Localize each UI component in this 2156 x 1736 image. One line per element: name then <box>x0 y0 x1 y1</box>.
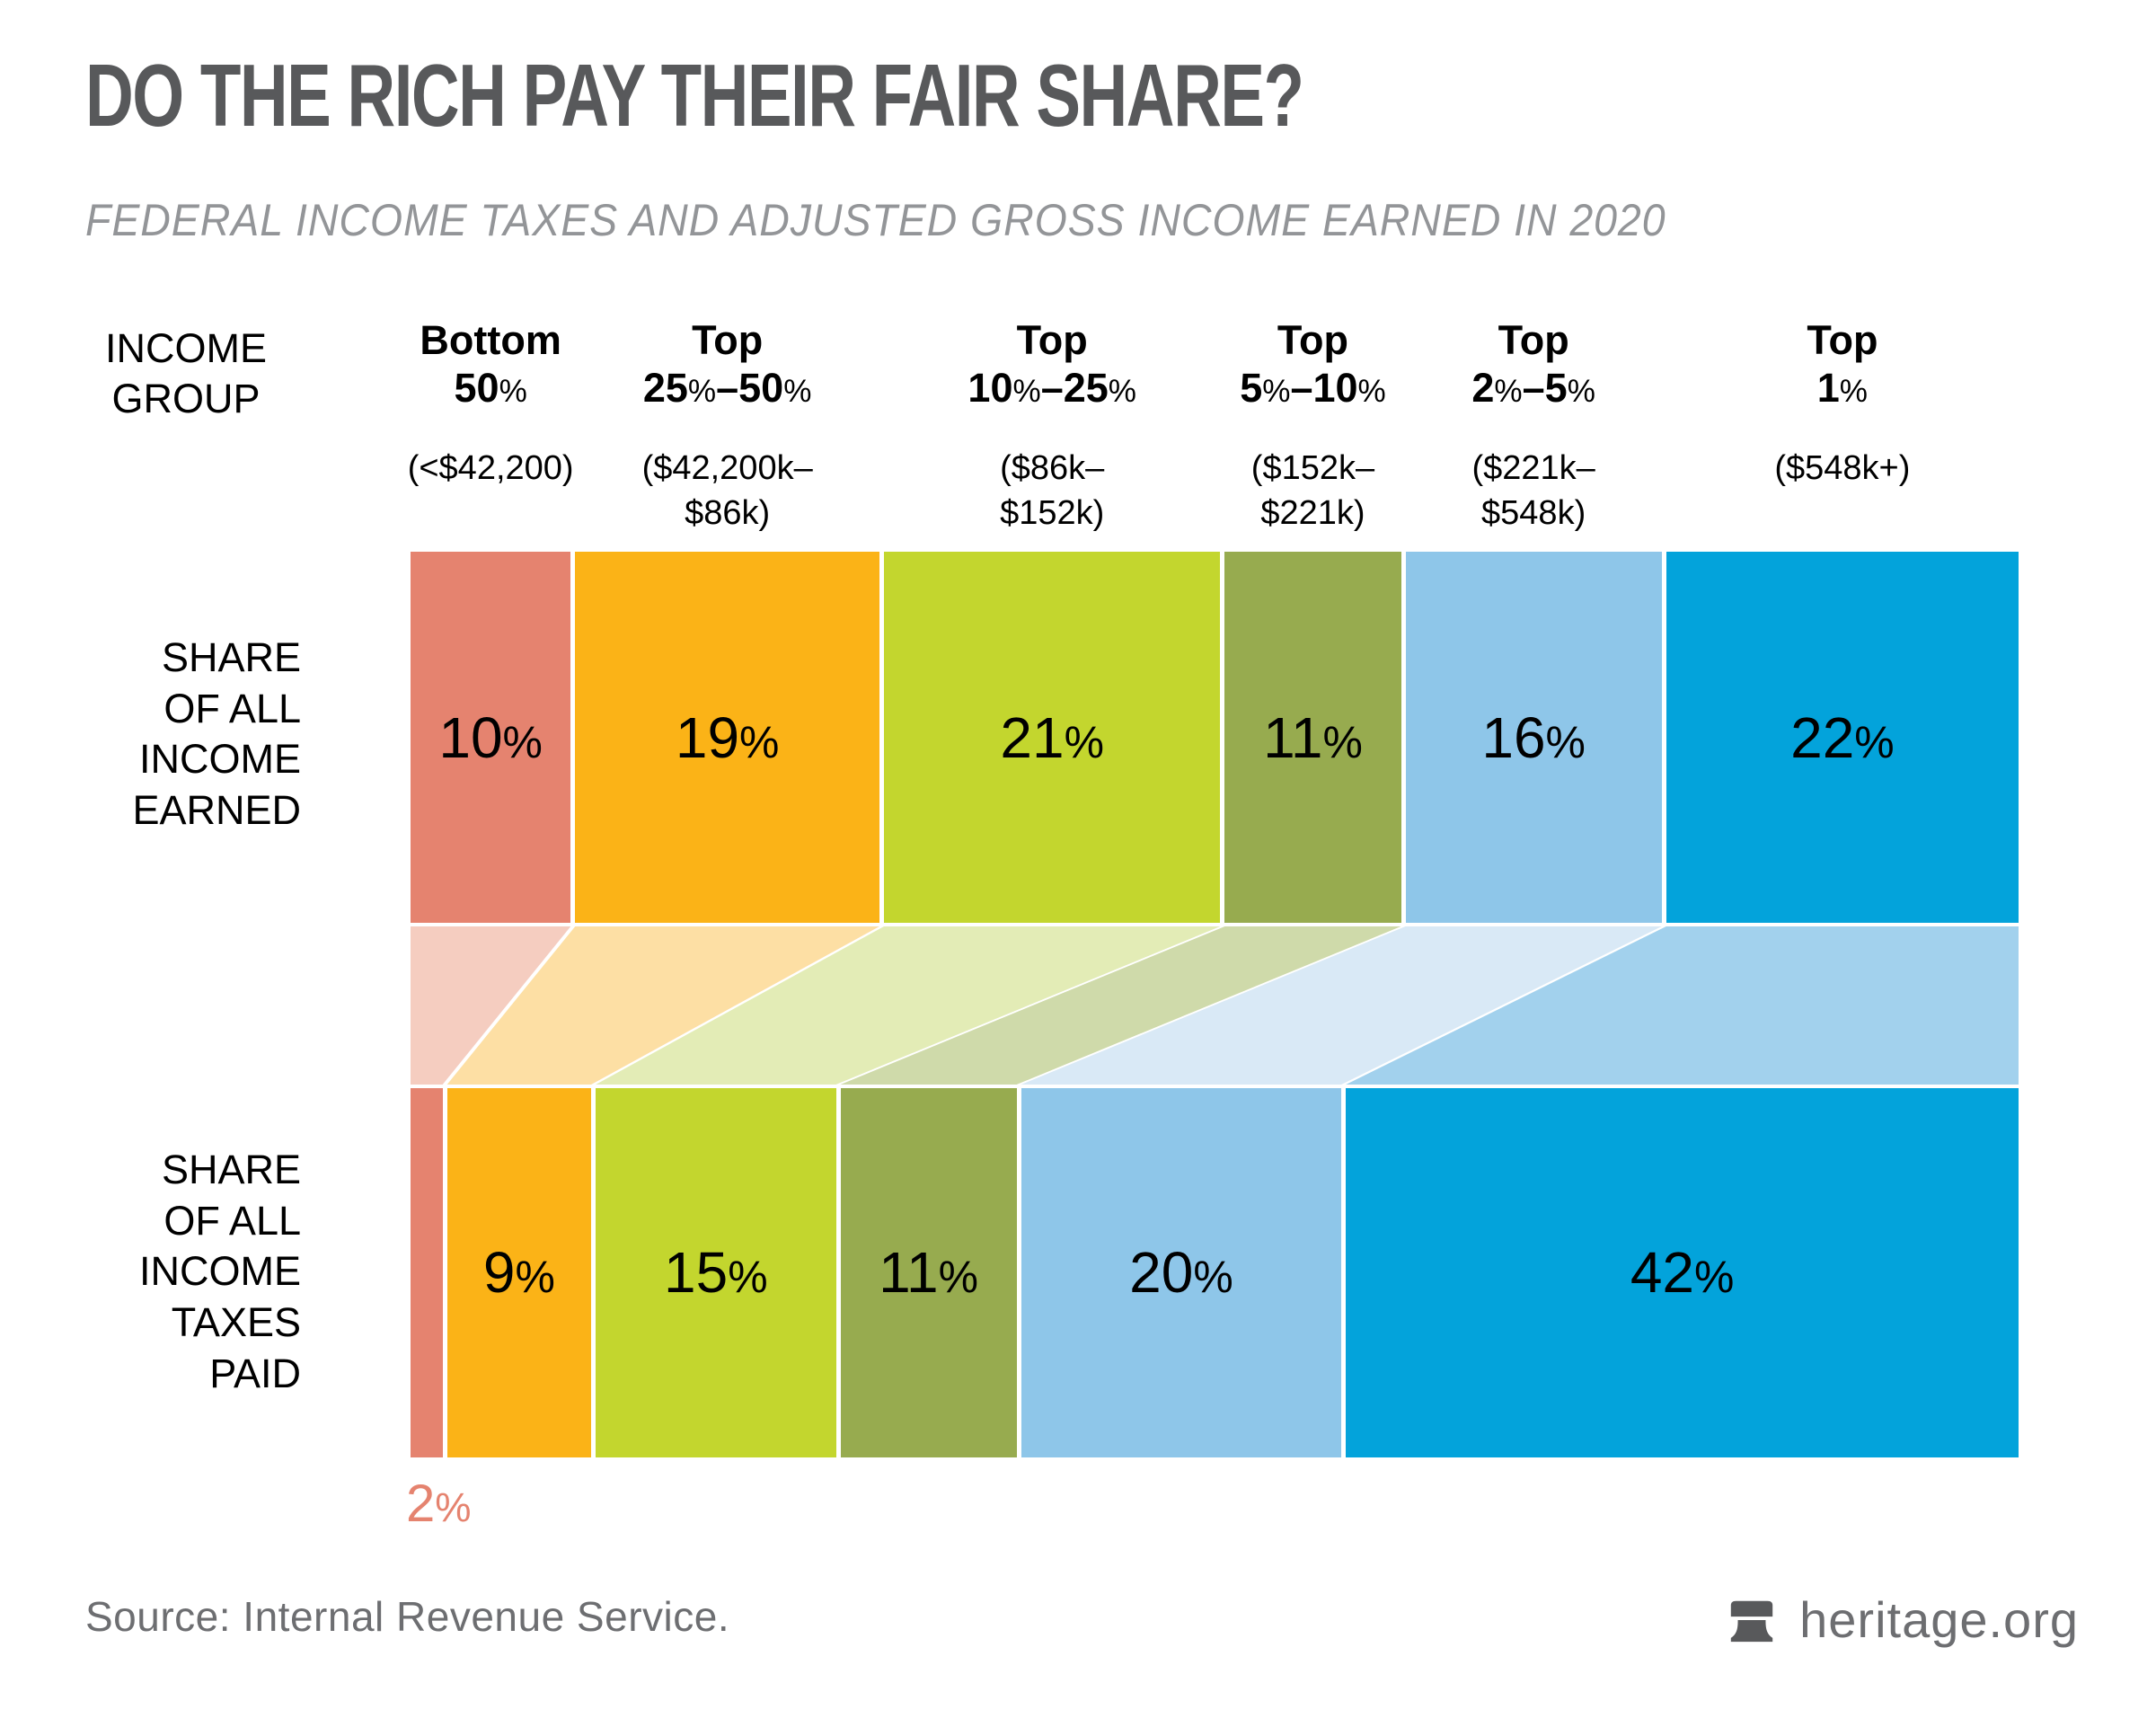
income-group-label: INCOME GROUP <box>105 325 267 422</box>
bar-segment-taxes-5 <box>1346 1088 2019 1457</box>
bar-segment-taxes-1 <box>446 1088 592 1457</box>
value-label-earned-2: 21% <box>1000 705 1104 770</box>
column-header-3: Top 5%–10% <box>1240 317 1386 412</box>
flow-polygon-4 <box>1021 926 1662 1085</box>
income-range-5: ($548k+) <box>1774 449 1911 487</box>
bar-segment-earned-3 <box>1224 552 1401 923</box>
bar-segment-earned-4 <box>1405 552 1662 923</box>
percent-sign: % <box>1545 717 1586 767</box>
percent-sign: % <box>1694 1252 1735 1302</box>
income-earned-bar: 10% 19% 21% 11% 16% 22% <box>411 552 2019 923</box>
row-label-share-income-earned: SHARE OF ALL INCOME EARNED <box>132 634 301 834</box>
income-range-4: ($221k– $548k) <box>1471 449 1595 533</box>
row-label-share-taxes-paid: SHARE OF ALL INCOME TAXES PAID <box>139 1147 301 1396</box>
percent-sign: % <box>1262 374 1291 410</box>
bar-segment-taxes-0 <box>411 1088 443 1457</box>
percent-sign: % <box>739 717 780 767</box>
bar-segment-earned-0 <box>411 552 571 923</box>
percent-sign: % <box>499 374 527 410</box>
percent-sign: % <box>1854 717 1895 767</box>
percent-sign: % <box>1322 717 1363 767</box>
bar-segment-taxes-3 <box>840 1088 1017 1457</box>
value-label-earned-4: 16% <box>1481 705 1586 770</box>
bar-segment-taxes-4 <box>1021 1088 1342 1457</box>
value-label-earned-0: 10% <box>438 705 543 770</box>
page-subtitle: FEDERAL INCOME TAXES AND ADJUSTED GROSS … <box>85 195 1666 245</box>
flow-polygon-3 <box>840 926 1401 1085</box>
value-label-taxes-5: 42% <box>1630 1240 1735 1305</box>
taxes-paid-bar: 9% 15% 11% 20% 42% <box>411 1088 2019 1457</box>
percent-sign: % <box>783 374 812 410</box>
income-range-3: ($152k– $221k) <box>1250 449 1375 533</box>
logo-text: heritage.org <box>1799 1591 2079 1648</box>
bar-segment-earned-1 <box>575 552 880 923</box>
page-title: DO THE RICH PAY THEIR FAIR SHARE? <box>85 46 1304 145</box>
flow-band <box>411 926 2019 1085</box>
percent-sign: % <box>515 1252 555 1302</box>
value-label-earned-3: 11% <box>1263 705 1363 770</box>
liberty-bell-icon <box>1730 1600 1773 1642</box>
percent-sign: % <box>1839 374 1868 410</box>
bar-segment-taxes-2 <box>596 1088 836 1457</box>
percent-sign: % <box>938 1252 978 1302</box>
value-label-earned-1: 19% <box>675 705 780 770</box>
percent-sign: % <box>1193 1252 1233 1302</box>
income-range-0: (<$42,200) <box>407 449 574 487</box>
percent-sign: % <box>1494 374 1523 410</box>
column-header-1: Top 25%–50% <box>642 317 812 412</box>
income-range-2: ($86k– $152k) <box>1000 449 1105 533</box>
bar-segment-earned-5 <box>1666 552 2019 923</box>
value-label-taxes-2: 15% <box>664 1240 768 1305</box>
percent-sign: % <box>1567 374 1595 410</box>
percent-sign: % <box>1108 374 1136 410</box>
percent-sign: % <box>1357 374 1386 410</box>
flow-polygon-2 <box>596 926 1221 1085</box>
source-text: Source: Internal Revenue Service. <box>85 1593 730 1640</box>
value-label-taxes-4: 20% <box>1129 1240 1233 1305</box>
column-header-2: Top 10%–25% <box>968 317 1136 412</box>
flow-polygon-1 <box>446 926 880 1085</box>
column-header-5: Top 1% <box>1807 317 1878 412</box>
flow-polygon-5 <box>1346 926 2019 1085</box>
value-label-earned-5: 22% <box>1790 705 1895 770</box>
bar-segment-earned-2 <box>884 552 1221 923</box>
percent-sign: % <box>502 717 543 767</box>
percent-sign: % <box>1064 717 1104 767</box>
percent-sign: % <box>687 374 717 410</box>
income-range-1: ($42,200k– $86k) <box>641 449 813 533</box>
percent-sign: % <box>435 1484 472 1530</box>
column-header-4: Top 2%–5% <box>1471 317 1595 412</box>
value-label-taxes-1: 9% <box>482 1240 555 1305</box>
percent-sign: % <box>1012 374 1041 410</box>
percent-sign: % <box>728 1252 768 1302</box>
flow-polygon-0 <box>411 926 571 1085</box>
heritage-logo: heritage.org <box>1726 1590 2079 1649</box>
bottom50-taxes-value-label: 2% <box>406 1475 472 1533</box>
value-label-taxes-3: 11% <box>879 1240 978 1305</box>
column-header-0: Bottom 50% <box>420 317 561 412</box>
